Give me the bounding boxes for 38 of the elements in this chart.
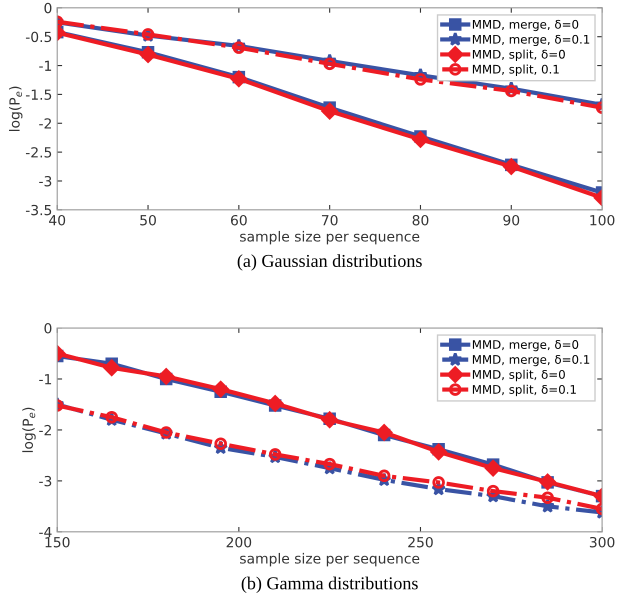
legend-label: MMD, merge, δ=0.1 [472, 34, 590, 46]
y-tick-label: -2.5 [26, 147, 52, 158]
text: (a) Gaussian distributions [238, 254, 422, 271]
y-tick-label: 0 [44, 323, 52, 334]
x-tick-label: 200 [226, 536, 252, 548]
legend-label: MMD, merge, δ=0 [472, 20, 578, 32]
text: (b) Gamma distributions [242, 576, 418, 594]
x-tick-label: 80 [412, 214, 428, 226]
y-tick-label: -0.5 [26, 32, 52, 42]
x-tick-label: 100 [590, 214, 614, 226]
y-tick-label: 0 [44, 2, 52, 14]
y-tick-label: -3 [39, 176, 52, 186]
x-tick-label: 90 [503, 214, 520, 226]
x-tick-label: 40 [49, 214, 66, 226]
y-tick-label: -1 [39, 374, 52, 384]
legend-label: MMD, split, δ=0.1 [472, 384, 576, 396]
legend-label: MMD, split, 0.1 [472, 64, 559, 76]
x-tick-label: 150 [45, 536, 70, 548]
legend-label: MMD, split, δ=0 [472, 370, 565, 382]
x-tick-label: 70 [322, 214, 338, 226]
y-axis-title: log(P$_{e}$) [9, 86, 22, 132]
x-tick-label: 250 [408, 536, 433, 548]
y-tick-label: -4 [39, 526, 52, 538]
y-tick-label: -2 [39, 424, 51, 436]
y-tick-label: -1 [39, 60, 52, 71]
x-axis-title: sample size per sequence [240, 552, 420, 566]
x-tick-label: 60 [230, 214, 247, 226]
x-axis-title: sample size per sequence [240, 230, 420, 244]
legend-label: MMD, split, δ=0 [472, 50, 565, 62]
x-tick-label: 300 [590, 536, 614, 548]
legend-label: MMD, merge, δ=0.1 [472, 355, 590, 366]
y-tick-label: -2 [39, 118, 51, 129]
legend-label: MMD, merge, δ=0 [472, 340, 578, 352]
y-axis-title: log(P$_{e}$) [22, 408, 36, 452]
y-tick-label: -3 [39, 476, 52, 486]
y-tick-label: -1.5 [26, 90, 52, 100]
x-tick-label: 50 [140, 214, 156, 226]
y-tick-label: -3.5 [26, 204, 52, 216]
